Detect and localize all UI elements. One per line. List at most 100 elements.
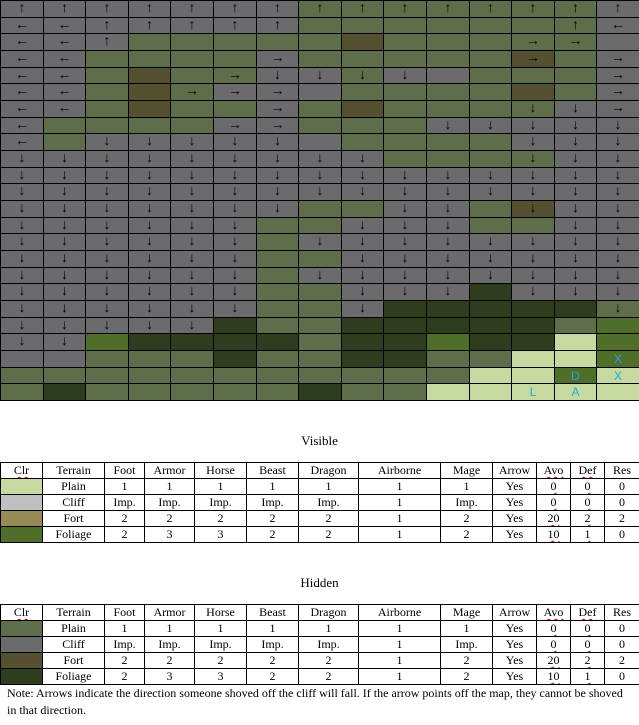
table-cell: Imp. — [246, 494, 299, 511]
map-arrow: ↓ — [298, 183, 342, 201]
map-arrow: ↓ — [128, 233, 171, 251]
column-header: Mage — [440, 604, 493, 621]
map-cell — [554, 67, 597, 84]
map-cell — [341, 33, 384, 51]
column-header: Res — [604, 604, 639, 621]
map-arrow: ↑ — [298, 0, 342, 18]
column-header: Res — [604, 462, 639, 479]
map-cell — [0, 383, 44, 401]
table-cell: 0 — [536, 478, 571, 495]
table-cell: 1 — [194, 478, 247, 495]
table-cell: 2 — [298, 510, 359, 527]
map-cell — [426, 300, 470, 318]
map-cell — [469, 350, 512, 368]
map-arrow: ↓ — [43, 267, 86, 284]
map-arrow: ↓ — [596, 200, 639, 218]
table-row: Foliage 2 3 3 2 2 1 2 Yes 10 1 0 — [0, 526, 639, 543]
map-cell — [426, 367, 470, 384]
map-cell — [426, 150, 470, 168]
map-cell — [43, 383, 86, 401]
map-arrow: ↓ — [298, 267, 342, 284]
map-cell — [0, 367, 44, 384]
map-arrow: ↓ — [128, 200, 171, 218]
table-cell: 1 — [194, 620, 247, 637]
table-cell: Imp. — [298, 636, 359, 653]
table-row: Fort 2 2 2 2 2 1 2 Yes 20 2 2 — [0, 510, 639, 527]
table-cell: Plain — [42, 620, 105, 637]
column-header: Horse — [194, 604, 247, 621]
table-cell: Imp. — [144, 636, 195, 653]
color-swatch — [0, 620, 43, 637]
map-arrow: ↓ — [298, 150, 342, 168]
map-arrow: ↓ — [213, 133, 257, 151]
map-arrow: → — [213, 117, 257, 134]
map-arrow: ↓ — [213, 283, 257, 301]
map-arrow: ↓ — [43, 250, 86, 268]
map-cell — [469, 283, 512, 301]
map-arrow: ↓ — [298, 67, 342, 84]
map-arrow: ↓ — [426, 167, 470, 184]
map-arrow: ↓ — [128, 317, 171, 334]
map-arrow: ↓ — [128, 217, 171, 234]
map-cell — [213, 50, 257, 68]
map-arrow: ↓ — [0, 283, 44, 301]
map-cell — [85, 117, 129, 134]
map-cell — [213, 333, 257, 351]
map-cell — [298, 50, 342, 68]
map-cell — [298, 250, 342, 268]
map-arrow: ↓ — [128, 250, 171, 268]
map-arrow: ↓ — [256, 133, 299, 151]
map-marker: D — [554, 367, 597, 384]
map-arrow: ↓ — [554, 183, 597, 201]
map-cell — [383, 383, 427, 401]
table-cell: 0 — [536, 636, 571, 653]
map-cell — [85, 333, 129, 351]
table-cell: 2 — [144, 510, 195, 527]
map-cell — [128, 100, 171, 118]
map-arrow: ↓ — [469, 233, 512, 251]
map-cell — [43, 133, 86, 151]
map-arrow: ↑ — [128, 17, 171, 34]
map-arrow: ↓ — [0, 217, 44, 234]
map-arrow: ↓ — [128, 267, 171, 284]
map-arrow: ↓ — [213, 167, 257, 184]
table-row: Cliff Imp. Imp. Imp. Imp. Imp. 1 Imp. Yes 0 0 0 — [0, 494, 639, 511]
map-cell — [341, 50, 384, 68]
map-cell — [256, 317, 299, 334]
map-cell — [511, 83, 555, 101]
map-cell — [298, 367, 342, 384]
map-arrow: ↓ — [341, 233, 384, 251]
table-cell: 1 — [358, 510, 441, 527]
table-cell: Cliff — [42, 636, 105, 653]
map-arrow: ↓ — [426, 283, 470, 301]
map-cell — [383, 133, 427, 151]
table-cell: Fort — [42, 652, 105, 669]
map-arrow: → — [554, 33, 597, 51]
map-cell — [213, 350, 257, 368]
hidden-heading: Hidden — [300, 575, 339, 590]
map-arrow: ↓ — [256, 167, 299, 184]
map-arrow: ↓ — [170, 300, 214, 318]
map-arrow: ← — [43, 100, 86, 118]
table-cell: 1 — [358, 526, 441, 543]
map-cell — [85, 100, 129, 118]
map-arrow: ↓ — [554, 217, 597, 234]
map-cell — [426, 333, 470, 351]
map-cell — [469, 150, 512, 168]
map-cell — [511, 217, 555, 234]
map-arrow: ↓ — [596, 133, 639, 151]
map-arrow: ↓ — [0, 183, 44, 201]
map-cell — [383, 100, 427, 118]
map-arrow: ↓ — [213, 233, 257, 251]
map-arrow: ↓ — [469, 267, 512, 284]
map-arrow: ↓ — [213, 267, 257, 284]
map-arrow: ↑ — [256, 17, 299, 34]
table-cell: 0 — [570, 620, 605, 637]
map-cell — [341, 200, 384, 218]
table-cell: 0 — [570, 636, 605, 653]
column-header: Arrow — [492, 462, 537, 479]
map-cell — [596, 383, 639, 401]
table-cell: 2 — [440, 652, 493, 669]
map-arrow: ↑ — [554, 17, 597, 34]
map-arrow: ↓ — [256, 183, 299, 201]
